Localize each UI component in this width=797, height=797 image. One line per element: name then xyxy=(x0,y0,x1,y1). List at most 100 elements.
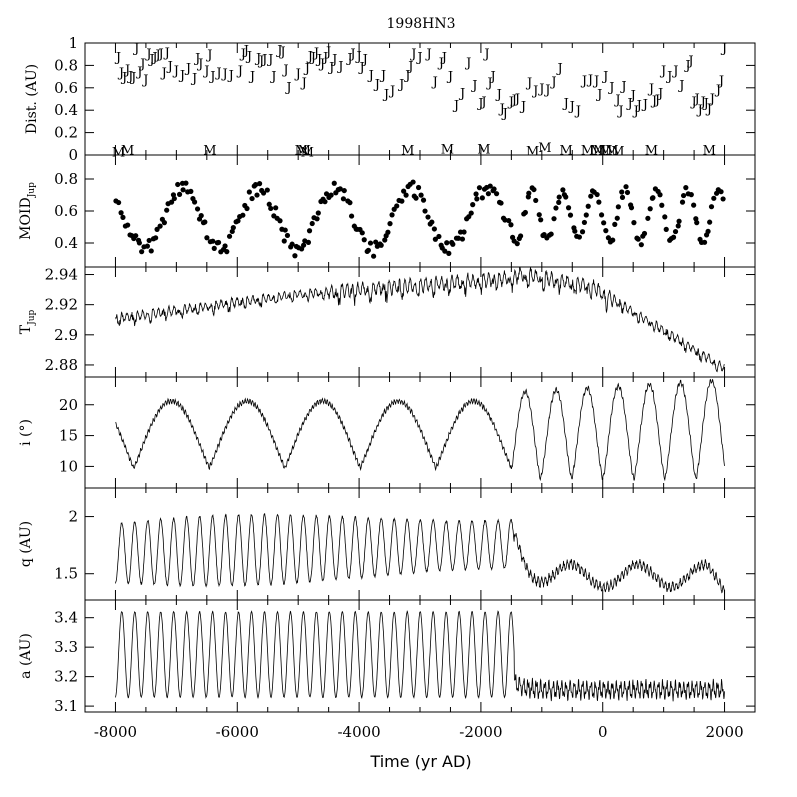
marker-J: J xyxy=(629,89,636,104)
moid-point xyxy=(361,237,367,243)
marker-J: J xyxy=(479,95,486,110)
moid-point xyxy=(605,235,611,241)
y-tick-label-moid: 0.8 xyxy=(54,170,78,188)
y-tick-label-a: 3.2 xyxy=(54,668,78,686)
moid-point xyxy=(277,218,283,224)
x-tick-label: 0 xyxy=(598,723,608,741)
moid-point xyxy=(619,194,626,200)
moid-point xyxy=(260,190,267,196)
marker-J: J xyxy=(513,92,520,107)
moid-point xyxy=(476,185,483,191)
moid-point xyxy=(650,195,656,201)
moid-point xyxy=(676,218,682,224)
marker-J: J xyxy=(379,68,386,83)
moid-point xyxy=(306,228,313,234)
moid-point xyxy=(551,216,557,222)
moid-point xyxy=(514,241,520,247)
moid-point xyxy=(701,239,708,245)
marker-J: J xyxy=(150,50,157,65)
moid-point xyxy=(175,181,181,188)
y-tick-label-tjup: 2.88 xyxy=(45,356,78,374)
moid-point xyxy=(371,253,377,259)
moid-point xyxy=(144,243,150,249)
marker-M: M xyxy=(703,143,716,158)
marker-J: J xyxy=(208,69,215,84)
marker-J: J xyxy=(415,50,422,65)
marker-J: J xyxy=(616,104,623,119)
panel-tjup: 2.88 2.9 2.92 2.94 TJup xyxy=(18,266,756,378)
marker-J: J xyxy=(163,46,170,61)
marker-J: J xyxy=(141,73,148,88)
marker-J: J xyxy=(114,50,121,65)
marker-J: J xyxy=(214,66,221,81)
moid-point xyxy=(418,192,424,198)
marker-J: J xyxy=(647,82,654,97)
moid-point xyxy=(583,212,589,218)
moid-point xyxy=(485,191,491,197)
x-tick-label: -4000 xyxy=(337,723,380,741)
y-axis-label-incl: i (°) xyxy=(18,419,34,446)
marker-J: J xyxy=(220,67,227,82)
marker-J: J xyxy=(242,44,249,59)
moid-point xyxy=(431,226,437,232)
marker-J: J xyxy=(586,73,593,88)
moid-point xyxy=(707,219,713,225)
marker-J: J xyxy=(324,45,331,60)
moid-point xyxy=(679,199,686,205)
marker-J: J xyxy=(348,47,355,62)
moid-point xyxy=(284,232,291,239)
marker-J: J xyxy=(613,93,620,108)
marker-J: J xyxy=(626,96,633,111)
marker-J: J xyxy=(397,77,404,92)
marker-J: J xyxy=(510,93,517,108)
marker-J: J xyxy=(482,47,489,62)
marker-J: J xyxy=(446,69,453,84)
moid-point xyxy=(459,236,466,242)
moid-point xyxy=(116,199,122,206)
moid-point xyxy=(645,215,651,221)
marker-J: J xyxy=(281,63,288,78)
moid-point xyxy=(531,186,537,193)
marker-J: J xyxy=(568,100,575,115)
moid-point xyxy=(691,202,697,208)
moid-point xyxy=(635,236,641,242)
marker-J: J xyxy=(190,72,197,87)
moid-point xyxy=(663,226,669,232)
moid-point xyxy=(598,212,605,218)
moid-point xyxy=(585,203,591,209)
moid-point xyxy=(567,212,574,218)
marker-J: J xyxy=(157,47,164,62)
marker-J: J xyxy=(689,95,696,110)
moid-point xyxy=(125,222,131,228)
marker-J: J xyxy=(495,87,502,102)
marker-J: J xyxy=(202,64,209,79)
moid-point xyxy=(474,196,480,202)
panel-incl: 10 15 20 i (°) xyxy=(18,376,756,489)
moid-point xyxy=(705,228,711,234)
moid-point xyxy=(446,250,452,256)
moid-point xyxy=(309,220,315,227)
moid-point xyxy=(340,196,347,202)
x-tick-label: 2000 xyxy=(705,723,743,741)
moid-point xyxy=(556,199,562,205)
moid-point xyxy=(429,219,435,225)
moid-point xyxy=(444,240,450,246)
moid-point xyxy=(628,205,635,211)
moid-point xyxy=(331,180,337,186)
moid-point xyxy=(305,239,312,245)
marker-J: J xyxy=(702,96,709,111)
moid-point xyxy=(240,212,246,218)
moid-point xyxy=(672,228,679,235)
moid-point xyxy=(694,220,700,226)
marker-J: J xyxy=(458,86,465,101)
moid-point xyxy=(576,234,583,240)
moid-point xyxy=(365,247,371,253)
panel-frame-moid xyxy=(84,154,756,268)
moid-point xyxy=(118,210,124,216)
moid-point xyxy=(623,184,629,190)
y-tick-label-q: 1.5 xyxy=(54,565,78,583)
moid-point xyxy=(508,222,514,228)
moid-point xyxy=(198,213,204,219)
marker-J: J xyxy=(245,49,252,64)
